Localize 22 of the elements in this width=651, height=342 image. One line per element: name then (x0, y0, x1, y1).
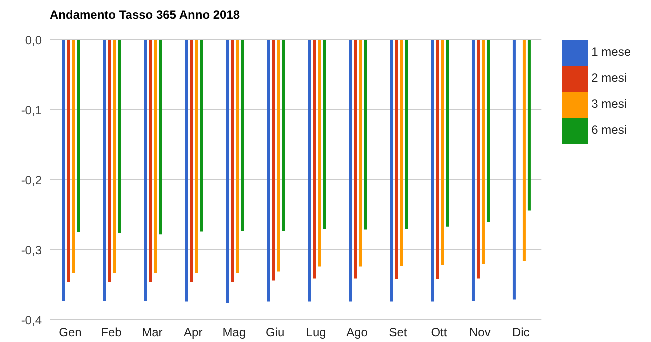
x-tick-label: Dic (512, 326, 530, 340)
legend-label: 1 mese (592, 45, 631, 60)
legend-label: 6 mesi (592, 123, 627, 138)
legend-label: 3 mesi (592, 97, 627, 112)
y-tick-label: -0,1 (21, 103, 42, 118)
x-tick-label: Giu (266, 326, 285, 340)
x-tick-label: Ago (346, 326, 368, 340)
x-tick-label: Lug (306, 326, 326, 340)
x-tick-label: Mag (222, 326, 246, 340)
legend-label: 2 mesi (592, 71, 627, 86)
x-tick-label: Apr (184, 326, 203, 340)
x-tick-label: Nov (470, 326, 491, 340)
x-tick-label: Gen (59, 326, 82, 340)
y-tick-label: -0,2 (21, 173, 42, 188)
x-tick-label: Ott (431, 326, 448, 340)
x-tick-label: Set (389, 326, 408, 340)
y-tick-label: 0,0 (25, 33, 42, 48)
chart-title: Andamento Tasso 365 Anno 2018 (50, 8, 240, 22)
x-tick-label: Mar (142, 326, 163, 340)
y-tick-label: -0,4 (21, 313, 42, 328)
x-tick-label: Feb (101, 326, 122, 340)
y-tick-label: -0,3 (21, 243, 42, 258)
